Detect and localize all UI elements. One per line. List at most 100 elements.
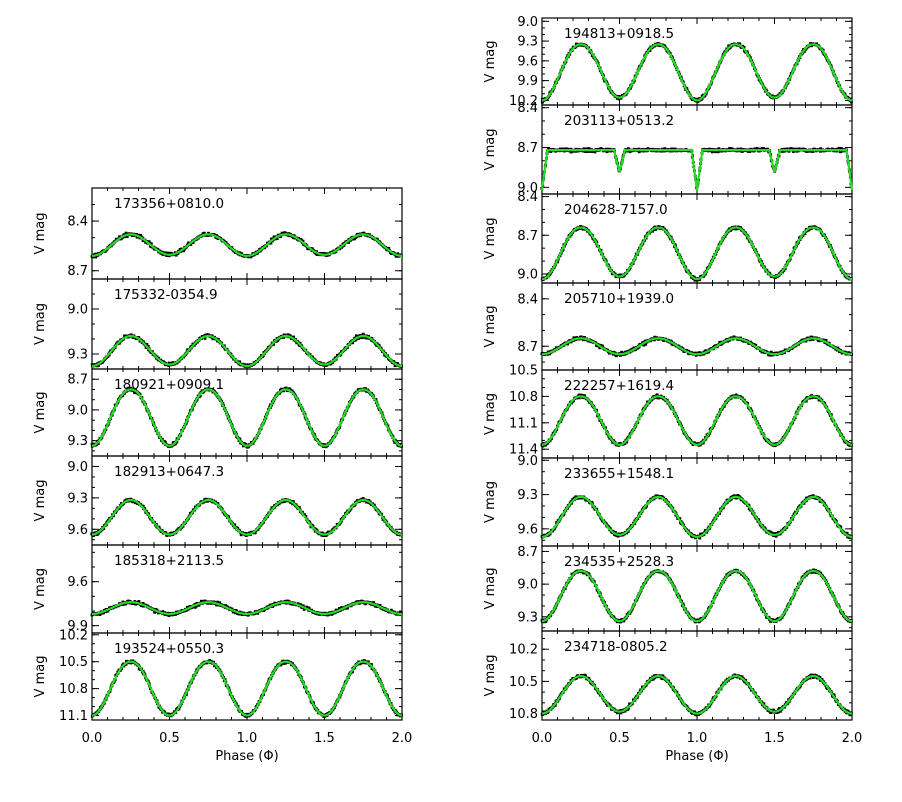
data-point [541, 100, 544, 104]
panel-193524+0550.3: 10.2 10.5 10.8 11.1 V mag 193524+0550.3 [33, 628, 403, 724]
data-point [569, 150, 573, 154]
data-point [792, 150, 795, 153]
data-point [282, 661, 286, 665]
y-tick-label: 9.3 [67, 434, 88, 449]
data-point [619, 273, 623, 277]
data-point [244, 442, 248, 446]
data-point [96, 442, 100, 445]
star-id-label: 204628-7157.0 [564, 202, 668, 218]
data-point [762, 147, 765, 151]
panel-194813+0918.5: 9.0 9.3 9.6 9.9 10.2 V mag 194813+0918.5 [483, 15, 853, 109]
data-point [279, 663, 283, 667]
data-point [182, 249, 186, 253]
data-point [372, 601, 375, 605]
star-id-label: 193524+0550.3 [114, 641, 224, 657]
y-tick-label: 9.0 [517, 267, 538, 282]
star-id-label: 175332-0354.9 [114, 287, 218, 303]
y-tick-label: 11.1 [59, 709, 88, 724]
y-tick-label: 10.2 [59, 628, 88, 643]
data-point [141, 504, 145, 508]
data-point [351, 341, 355, 345]
data-point [378, 604, 382, 607]
y-tick-label: 9.6 [67, 523, 88, 538]
data-point [198, 394, 202, 398]
data-point [202, 231, 206, 235]
data-point [301, 604, 305, 608]
data-point [746, 150, 750, 153]
y-tick-label: 8.4 [517, 101, 538, 116]
data-point [270, 237, 273, 241]
data-point [586, 150, 590, 153]
fit-curve [540, 149, 854, 191]
y-axis-label: V mag [33, 568, 48, 610]
data-point [169, 712, 172, 716]
y-axis-label: V mag [483, 129, 498, 171]
y-axis-label: V mag [33, 392, 48, 434]
data-point [94, 255, 98, 259]
data-point [171, 441, 175, 444]
data-point [399, 611, 403, 614]
data-point [133, 391, 136, 394]
y-tick-label: 9.6 [67, 575, 88, 590]
data-point [588, 150, 592, 153]
data-point [716, 150, 720, 154]
data-point [216, 502, 220, 505]
data-point [811, 150, 815, 153]
data-point [122, 233, 126, 237]
data-points [90, 386, 403, 449]
y-tick-label: 8.7 [517, 141, 538, 156]
data-point [205, 499, 209, 503]
panel-185318+2113.5: 9.6 9.9 V mag 185318+2113.5 [33, 544, 403, 634]
data-point [399, 442, 402, 446]
y-tick-label: 8.7 [517, 229, 538, 244]
data-point [124, 231, 128, 235]
star-id-label: 173356+0810.0 [114, 196, 224, 212]
data-point [284, 386, 288, 390]
data-point [149, 242, 153, 246]
fit-curve [91, 233, 403, 257]
y-axis-label: V mag [33, 480, 48, 522]
panel-203113+0513.2: 8.4 8.7 9.0 V mag 203113+0513.2 [483, 101, 854, 196]
data-point [748, 150, 752, 153]
data-point [253, 531, 257, 535]
data-point [564, 147, 568, 151]
data-point [215, 603, 219, 607]
data-point [593, 150, 597, 154]
data-point [366, 660, 370, 664]
data-point [346, 606, 349, 610]
data-point [145, 343, 149, 346]
data-point [137, 336, 141, 339]
data-point [218, 601, 222, 605]
y-tick-label: 9.3 [67, 491, 88, 506]
data-point [329, 362, 333, 366]
data-point [125, 235, 129, 238]
data-point [696, 100, 700, 104]
data-point [166, 712, 170, 716]
y-tick-label: 9.3 [67, 348, 88, 363]
data-point [714, 150, 717, 154]
data-point [809, 42, 813, 45]
data-points [540, 41, 853, 104]
data-point [387, 246, 391, 250]
data-point [97, 364, 100, 367]
data-point [559, 147, 562, 151]
data-point [236, 526, 240, 530]
data-point [561, 147, 565, 151]
data-point [199, 599, 203, 603]
data-point [347, 240, 351, 244]
data-point [141, 601, 145, 605]
data-point [389, 608, 393, 612]
data-point [393, 440, 397, 444]
data-point [738, 42, 742, 46]
y-tick-label: 9.0 [517, 181, 538, 196]
data-point [167, 364, 171, 368]
data-point [301, 239, 305, 243]
data-point [275, 237, 279, 240]
data-point [233, 523, 237, 527]
data-point [839, 147, 843, 150]
y-axis-label: V mag [33, 213, 48, 255]
fit-curve [91, 334, 403, 368]
data-point [203, 337, 207, 340]
data-point [194, 604, 198, 608]
